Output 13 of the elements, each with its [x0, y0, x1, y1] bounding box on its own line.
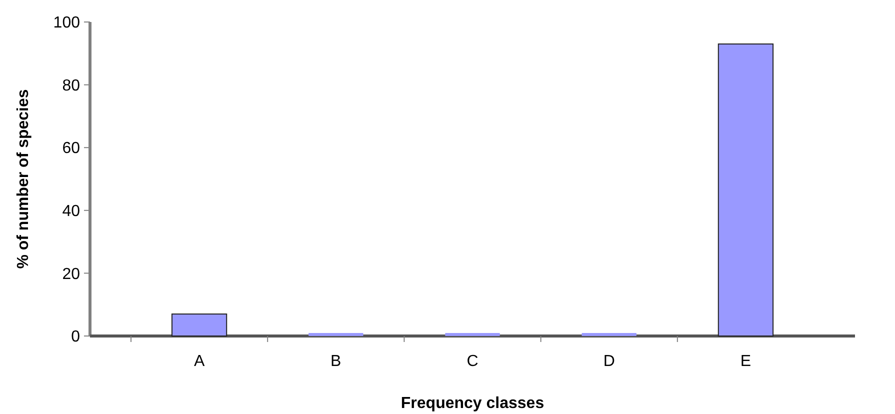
x-tick-label: C — [466, 353, 478, 370]
y-tick-label: 20 — [62, 266, 80, 283]
y-tick-label: 0 — [71, 328, 80, 346]
y-tick-label: 40 — [62, 203, 80, 220]
y-axis-title: % of number of species — [15, 89, 32, 269]
y-tick-label: 80 — [62, 77, 80, 94]
x-tick-label: E — [740, 353, 752, 370]
x-tick-label: D — [603, 353, 615, 370]
y-tick-label: 100 — [53, 14, 80, 32]
x-tick-label: A — [194, 353, 205, 370]
x-tick-label: B — [330, 353, 342, 370]
y-tick-label: 60 — [62, 140, 80, 158]
x-axis-title: Frequency classes — [400, 395, 544, 412]
